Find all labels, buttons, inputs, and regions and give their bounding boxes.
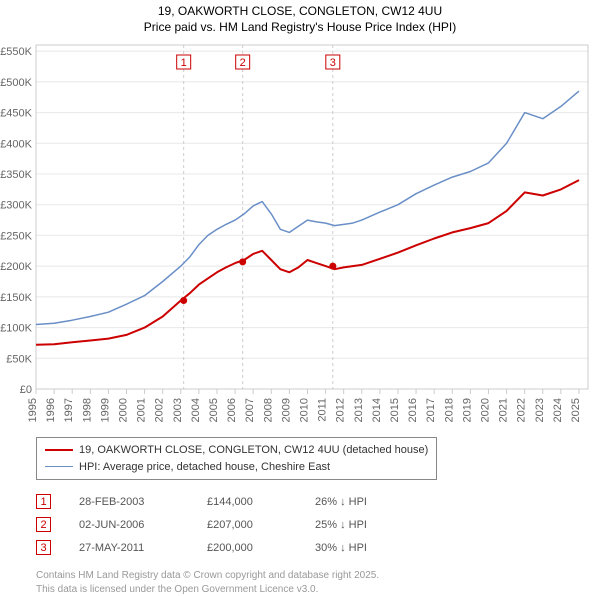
x-tick-label: 2005: [208, 398, 220, 422]
x-tick-label: 2008: [262, 398, 274, 422]
x-tick-label: 2015: [389, 398, 401, 422]
x-tick-label: 2020: [479, 398, 491, 422]
legend-row: HPI: Average price, detached house, Ches…: [45, 459, 428, 476]
y-tick-label: £500K: [0, 77, 32, 89]
annotation-date: 28-FEB-2003: [79, 496, 179, 508]
x-tick-label: 1998: [81, 398, 93, 422]
x-tick-label: 2009: [280, 398, 292, 422]
x-tick-label: 1999: [99, 398, 111, 422]
annotation-marker: 2: [36, 517, 51, 532]
y-tick-label: £0: [20, 384, 32, 396]
x-tick-label: 1996: [45, 398, 57, 422]
x-tick-label: 2014: [371, 398, 383, 422]
x-tick-label: 2011: [317, 398, 329, 422]
legend-row: 19, OAKWORTH CLOSE, CONGLETON, CW12 4UU …: [45, 442, 428, 459]
x-tick-label: 2001: [136, 398, 148, 422]
y-tick-label: £400K: [0, 138, 32, 150]
legend-label: HPI: Average price, detached house, Ches…: [79, 459, 330, 476]
footer-text: Contains HM Land Registry data © Crown c…: [36, 569, 600, 596]
x-tick-label: 2025: [570, 398, 582, 422]
x-tick-label: 2006: [226, 398, 238, 422]
sale-marker-point: [329, 263, 336, 270]
title-block: 19, OAKWORTH CLOSE, CONGLETON, CW12 4UU …: [0, 0, 600, 37]
x-tick-label: 2021: [498, 398, 510, 422]
x-tick-label: 2007: [244, 398, 256, 422]
annotation-price: £144,000: [207, 496, 287, 508]
legend-swatch: [45, 449, 73, 451]
sale-marker-point: [180, 297, 187, 304]
x-tick-label: 2019: [461, 398, 473, 422]
x-tick-label: 2023: [534, 398, 546, 422]
annotation-row: 3 27-MAY-2011 £200,000 30% ↓ HPI: [36, 536, 600, 559]
x-tick-label: 2016: [407, 398, 419, 422]
annotation-diff: 26% ↓ HPI: [315, 496, 415, 508]
y-tick-label: £350K: [0, 169, 32, 181]
x-tick-label: 2013: [353, 398, 365, 422]
footer-line-2: This data is licensed under the Open Gov…: [36, 583, 600, 596]
x-tick-label: 2002: [154, 398, 166, 422]
x-tick-label: 1997: [63, 398, 75, 422]
x-tick-label: 2017: [425, 398, 437, 422]
annotation-table: 1 28-FEB-2003 £144,000 26% ↓ HPI 2 02-JUN-200…: [36, 490, 600, 559]
y-tick-label: £250K: [0, 231, 32, 243]
legend-label: 19, OAKWORTH CLOSE, CONGLETON, CW12 4UU …: [79, 442, 428, 459]
y-tick-label: £150K: [0, 292, 32, 304]
y-tick-label: £300K: [0, 200, 32, 212]
x-tick-label: 2010: [298, 398, 310, 422]
legend-box: 19, OAKWORTH CLOSE, CONGLETON, CW12 4UU …: [36, 437, 437, 480]
annotation-price: £207,000: [207, 519, 287, 531]
sale-marker-number: 2: [240, 57, 246, 69]
title-line-1: 19, OAKWORTH CLOSE, CONGLETON, CW12 4UU: [0, 4, 600, 20]
annotation-row: 2 02-JUN-2006 £207,000 25% ↓ HPI: [36, 513, 600, 536]
page-container: 19, OAKWORTH CLOSE, CONGLETON, CW12 4UU …: [0, 0, 600, 596]
sale-marker-number: 1: [181, 57, 187, 69]
y-tick-label: £550K: [0, 46, 32, 58]
annotation-marker: 1: [36, 494, 51, 509]
annotation-row: 1 28-FEB-2003 £144,000 26% ↓ HPI: [36, 490, 600, 513]
x-tick-label: 2004: [190, 398, 202, 422]
y-tick-label: £450K: [0, 108, 32, 120]
chart-area: £0 £50K £100K £150K £200K £250K £300K £350K £400…: [0, 37, 600, 437]
annotation-date: 27-MAY-2011: [79, 542, 179, 554]
x-tick-label: 2024: [552, 398, 564, 422]
annotation-marker: 3: [36, 540, 51, 555]
y-tick-label: £50K: [6, 353, 32, 365]
y-tick-label: £200K: [0, 261, 32, 273]
x-tick-label: 2000: [117, 398, 129, 422]
x-tick-label: 2012: [335, 398, 347, 422]
title-line-2: Price paid vs. HM Land Registry's House …: [0, 20, 600, 36]
annotation-date: 02-JUN-2006: [79, 519, 179, 531]
annotation-diff: 25% ↓ HPI: [315, 519, 415, 531]
chart-svg: £0 £50K £100K £150K £200K £250K £300K £350K £400…: [0, 37, 600, 437]
x-tick-label: 2018: [443, 398, 455, 422]
sale-marker-number: 3: [330, 57, 336, 69]
footer-line-1: Contains HM Land Registry data © Crown c…: [36, 569, 600, 583]
annotation-diff: 30% ↓ HPI: [315, 542, 415, 554]
x-tick-label: 2003: [172, 398, 184, 422]
x-tick-label: 1995: [27, 398, 39, 422]
sale-marker-point: [239, 259, 246, 266]
x-tick-label: 2022: [516, 398, 528, 422]
y-tick-label: £100K: [0, 323, 32, 335]
annotation-price: £200,000: [207, 542, 287, 554]
legend-swatch: [45, 466, 73, 467]
